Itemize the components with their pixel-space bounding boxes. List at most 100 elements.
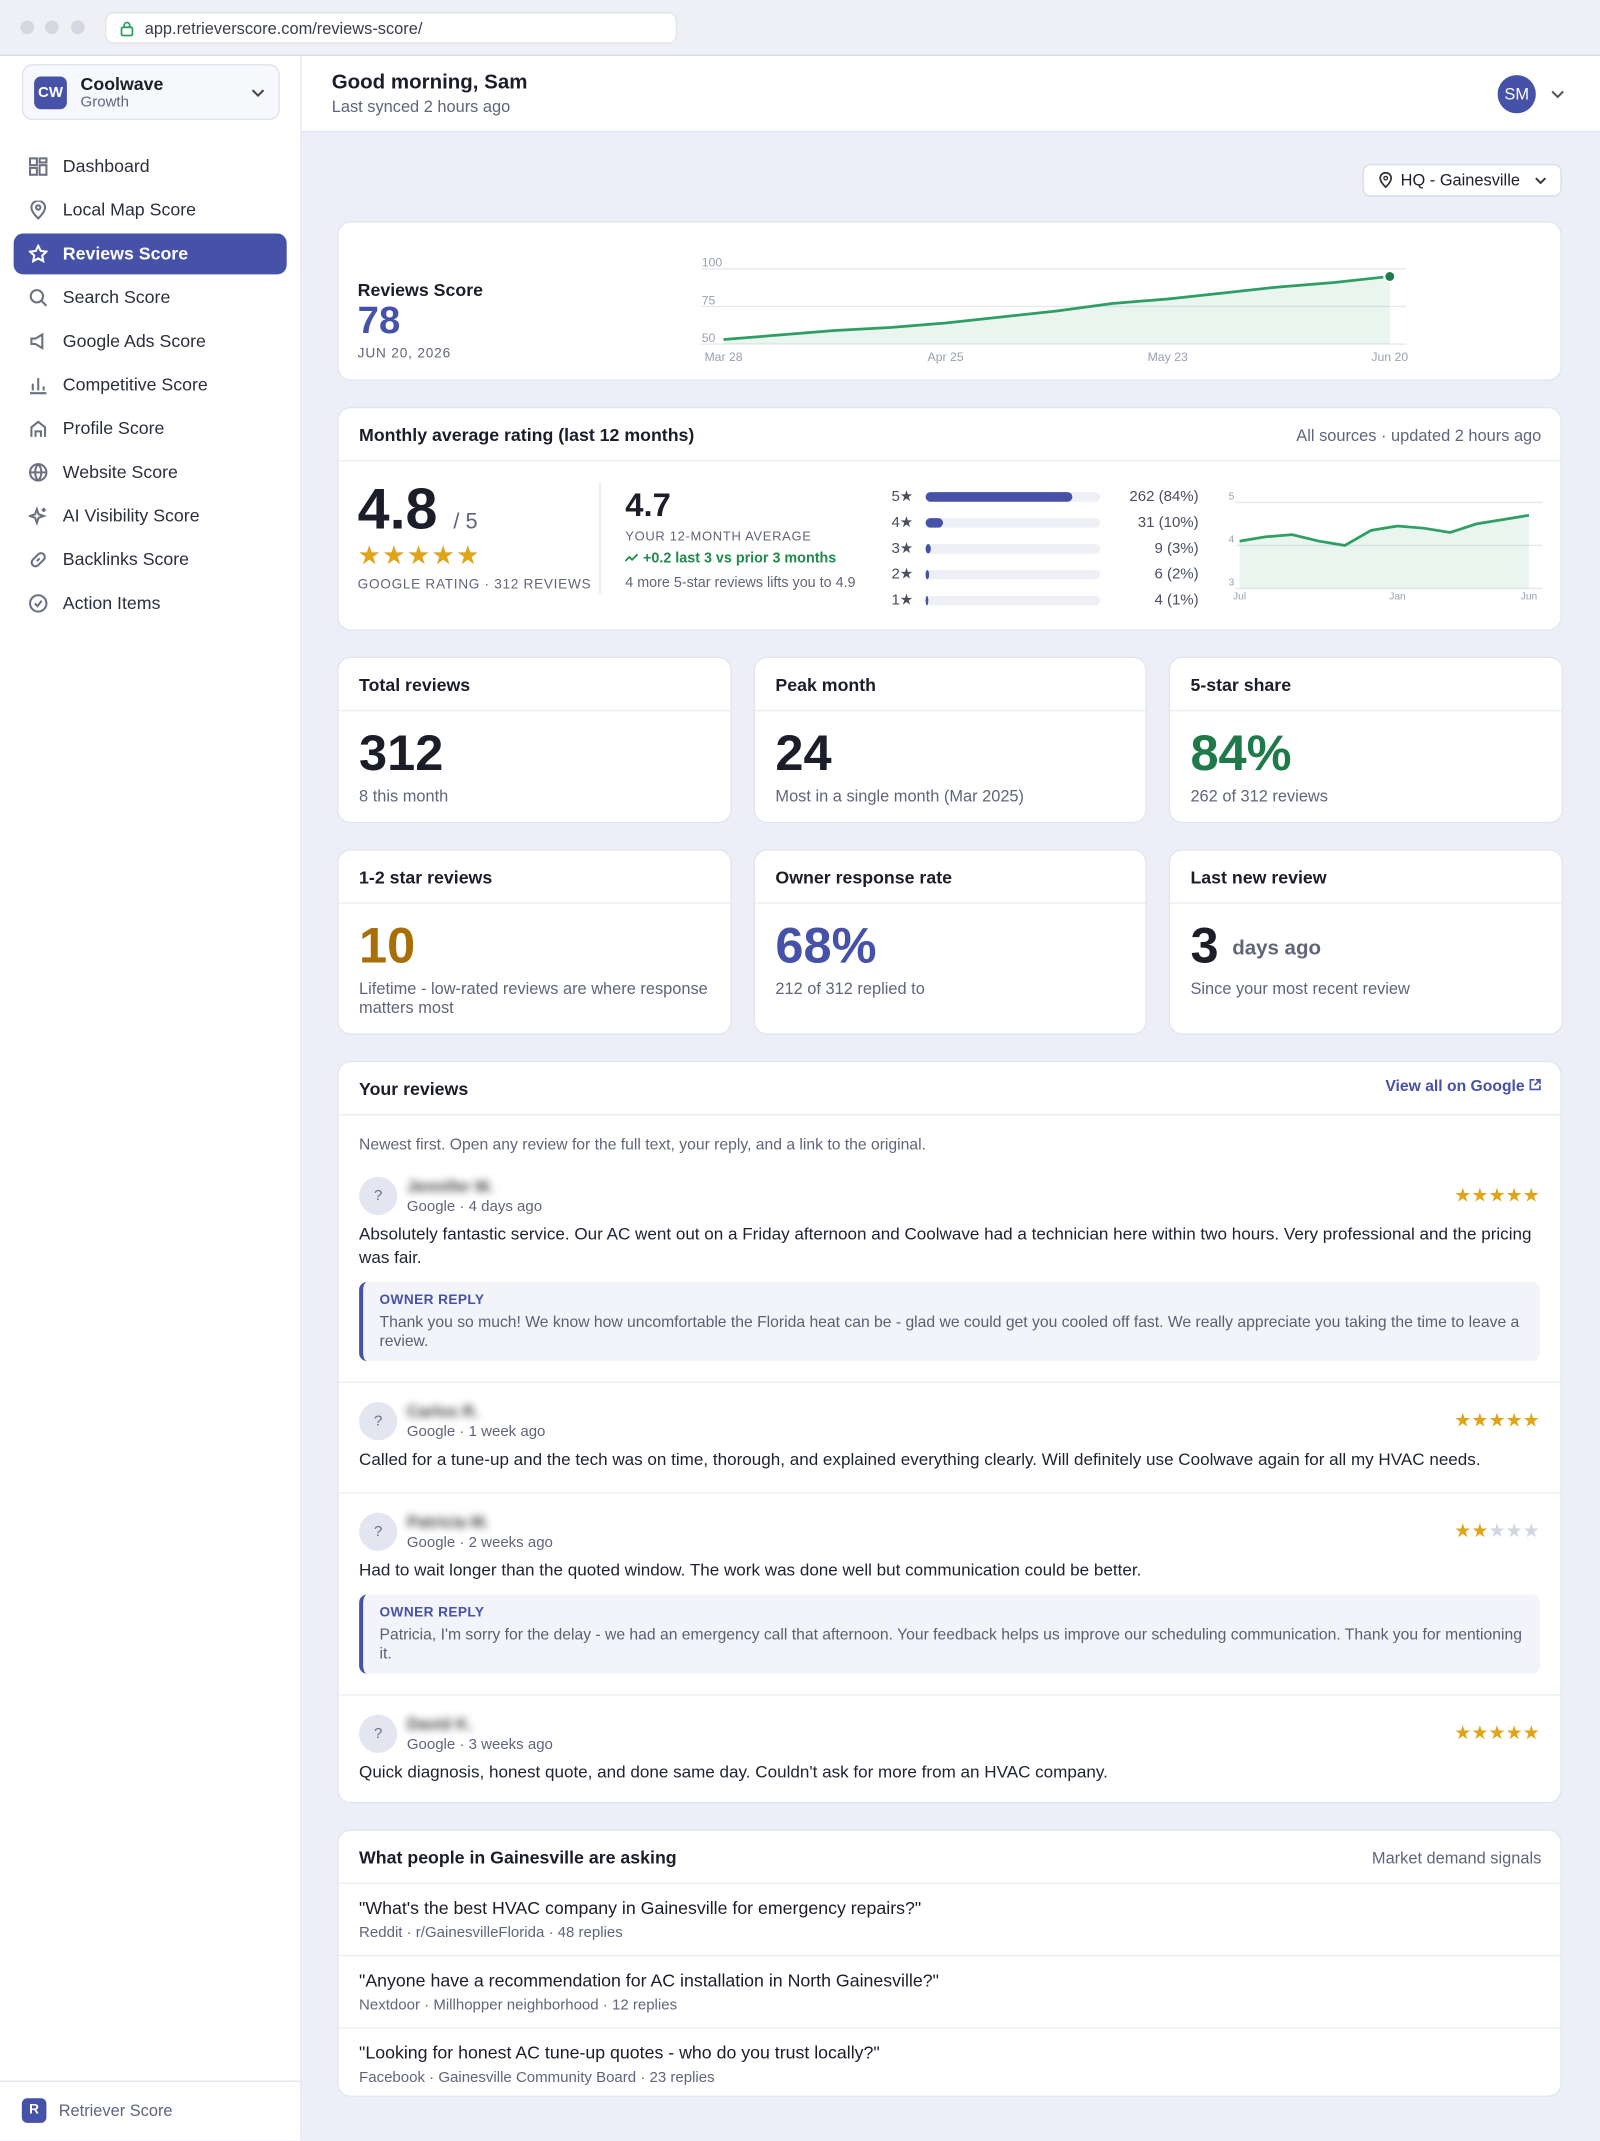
nav-item-active[interactable]: Reviews Score (13, 233, 287, 275)
nav-item[interactable]: Search Score (14, 277, 287, 318)
review-stars: ★★★★★ (1454, 1184, 1540, 1207)
review-head: ? Jennifer M. Google · 4 days ago ★★★★★ (359, 1176, 1540, 1216)
review[interactable]: ? Patricia M. Google · 2 weeks ago ★★★★★ Had… (338, 1492, 1561, 1694)
review[interactable]: ? Jennifer M. Google · 4 days ago ★★★★★ Abso… (339, 1158, 1561, 1382)
asking-card: What people in Gainesville are asking Ma… (337, 1829, 1562, 2097)
stat-sub: 212 of 312 replied to (775, 978, 925, 998)
nav-item[interactable]: Competitive Score (14, 365, 287, 406)
nav-item[interactable]: AI Visibility Score (14, 496, 287, 537)
review-stars: ★★★★★ (1454, 1519, 1540, 1542)
card-meta: Market demand signals (1371, 1848, 1542, 1868)
question-item[interactable]: "What's the best HVAC company in Gainesv… (339, 1884, 1561, 1955)
card-meta: All sources · updated 2 hours ago (1296, 425, 1542, 446)
review-meta: David K. Google · 3 weeks ago (407, 1715, 553, 1753)
review[interactable]: ? Carlos R. Google · 1 week ago ★★★★★ Called… (338, 1381, 1561, 1493)
review-stars-empty: ★★★ (1488, 1519, 1540, 1542)
workspace-name: Coolwave (80, 73, 164, 95)
review-avatar: ? (359, 1402, 398, 1441)
rating-sub: GOOGLE RATING · 312 REVIEWS (357, 577, 592, 593)
rating-number: 4.8 (357, 476, 438, 541)
card-header (1169, 851, 1562, 904)
window-dot (45, 20, 59, 35)
nav-label: Website Score (62, 461, 178, 482)
review-source: Google · 2 weeks ago (406, 1534, 553, 1551)
stat-value: 10 (359, 917, 416, 974)
review-source: Google · 3 weeks ago (406, 1736, 553, 1753)
stat-sub: 262 of 312 reviews (1190, 786, 1328, 806)
question-text: "Looking for honest AC tune-up quotes - … (359, 2042, 880, 2063)
stat-sub: 8 this month (359, 786, 449, 806)
review-source: Google · 1 week ago (406, 1423, 546, 1441)
sidebar (0, 55, 302, 2141)
sidebar-divider (0, 2080, 301, 2082)
owner-reply: OWNER REPLY Thank you so much! We know ho… (359, 1281, 1540, 1362)
stat-title: Total reviews (359, 674, 471, 695)
workspace-switcher[interactable]: CW Coolwave Growth (21, 64, 280, 121)
question-item[interactable]: "Looking for honest AC tune-up quotes - … (338, 2027, 1561, 2095)
url-text: app.retrieverscore.com/reviews-score/ (144, 19, 423, 39)
browser-bar: app.retrieverscore.com/reviews-score/ (0, 0, 1600, 56)
average-value: 4.7 (625, 487, 671, 525)
nav-label: Search Score (62, 286, 171, 308)
stat-title: Peak month (775, 674, 877, 695)
reply-label: OWNER REPLY (379, 1605, 485, 1621)
user-avatar[interactable]: SM (1497, 75, 1536, 114)
card-header (754, 658, 1146, 712)
nav-item[interactable]: Action Items (14, 583, 287, 624)
url-bar[interactable]: app.retrieverscore.com/reviews-score/ (105, 12, 678, 44)
nav-label: Google Ads Score (62, 330, 206, 351)
window-dot (20, 20, 35, 35)
location-picker[interactable]: HQ - Gainesville (1362, 163, 1562, 197)
user-menu-chevron[interactable] (1551, 89, 1565, 100)
nav-item[interactable]: Google Ads Score (14, 321, 287, 362)
card-title: Your reviews (359, 1078, 469, 1099)
nav-item[interactable]: Dashboard (14, 146, 287, 187)
average-label: YOUR 12-MONTH AVERAGE (625, 529, 812, 545)
score-date: JUN 20, 2026 (357, 346, 452, 362)
review-source: Google · 4 days ago (406, 1198, 543, 1216)
review-avatar: ? (359, 1512, 398, 1551)
nav-item[interactable]: Website Score (14, 452, 287, 493)
brand-name: Retriever Score (58, 2101, 173, 2121)
stat-sub: Most in a single month (Mar 2025) (775, 786, 1025, 806)
stat-value: 24 (775, 724, 832, 781)
reviewer-name: Jennifer M. (406, 1176, 494, 1196)
workspace-logo: CW (34, 76, 67, 110)
question-text: "Anyone have a recommendation for AC ins… (359, 1969, 939, 1991)
nav-label: AI Visibility Score (62, 505, 200, 526)
nav-item[interactable]: Profile Score (14, 408, 287, 449)
nav-item[interactable]: Backlinks Score (14, 539, 287, 580)
stat-title: Owner response rate (775, 866, 952, 888)
rating-card: Monthly average rating (last 12 months) … (337, 406, 1562, 631)
stat-value: 68% (775, 917, 877, 974)
reply-text: Thank you so much! We know how uncomfort… (379, 1314, 1520, 1351)
stat-title: 1-2 star reviews (359, 866, 493, 888)
review-stars-filled: ★★★★★ (1454, 1721, 1540, 1744)
stat-value-row: 3 days ago (1190, 918, 1321, 976)
stat-card: 1-2 star reviews 10 Lifetime - low-rated r… (337, 849, 732, 1035)
card-header (338, 658, 731, 712)
card-header (338, 1062, 1561, 1116)
card-title: Monthly average rating (last 12 months) (359, 424, 695, 446)
review-meta: Carlos R. Google · 1 week ago (407, 1402, 546, 1440)
rating-value: 4.8 / 5 (357, 476, 478, 553)
stat-unit: days ago (1232, 936, 1321, 960)
review[interactable]: ? David K. Google · 3 weeks ago ★★★★★ Quick … (338, 1694, 1561, 1802)
nav-label: Action Items (62, 592, 161, 613)
nav-label: Dashboard (62, 155, 150, 177)
workspace-plan: Growth (80, 94, 129, 111)
nav-label: Backlinks Score (62, 548, 190, 570)
stat-card: Owner response rate 68% 212 of 312 replied… (753, 849, 1147, 1035)
nav-label: Local Map Score (62, 199, 196, 220)
nav-label: Competitive Score (62, 374, 208, 395)
stat-title: 5-star share (1190, 674, 1292, 695)
stat-value-row: 68% (775, 917, 877, 974)
review-stars: ★★★★★ (1454, 1409, 1540, 1432)
question-item[interactable]: "Anyone have a recommendation for AC ins… (338, 1954, 1561, 2027)
review-text: Had to wait longer than the quoted windo… (359, 1560, 1142, 1580)
reviewer-name: Patricia M. (406, 1512, 489, 1532)
view-all-link[interactable]: View all on Google (1385, 1078, 1541, 1095)
nav-item[interactable]: Local Map Score (14, 190, 287, 231)
owner-reply: OWNER REPLY Patricia, I'm sorry for the d… (359, 1594, 1540, 1674)
